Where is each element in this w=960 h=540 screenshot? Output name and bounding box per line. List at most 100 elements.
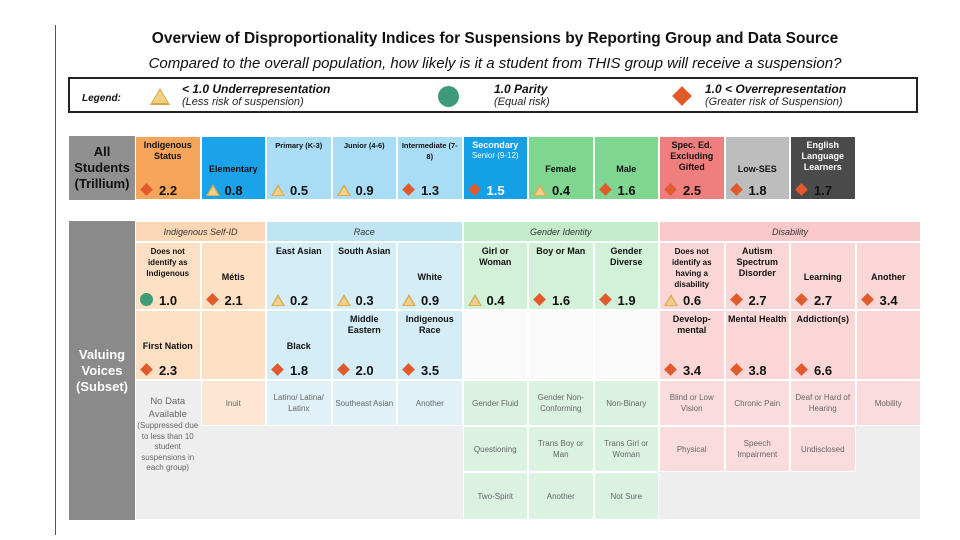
suppressed-label: Another: [415, 398, 444, 408]
cell-value: 1.8: [271, 364, 308, 377]
cell-name-wrap: Girl or Woman: [466, 246, 526, 268]
cell-name-wrap: Female: [531, 164, 591, 175]
diamond-icon: [337, 364, 351, 376]
cell-name: Métis: [221, 271, 245, 282]
value-text: 1.8: [748, 182, 767, 198]
triangle-icon: [205, 184, 220, 196]
cell-name: Intermediate (7-8): [401, 141, 458, 161]
cell-name: Learning: [803, 271, 842, 282]
diamond-icon: [861, 294, 875, 306]
triangle-icon: [533, 184, 547, 196]
empty-cell: [200, 310, 266, 380]
suppressed-label: Undisclosed: [800, 444, 845, 454]
suppressed-label: Deaf or Hard of Hearing: [795, 393, 851, 413]
all-cell-indigenous-status: Indigenous Status 2.2: [135, 136, 201, 200]
cell-value: 0.4: [533, 184, 570, 197]
cell-name: Female: [545, 163, 577, 174]
suppressed-label: Inuit: [225, 398, 241, 408]
suppressed-another: Another: [397, 380, 463, 426]
cell-name-wrap: Does not identify as Indigenous: [138, 246, 198, 279]
cell-value: 1.6: [533, 294, 570, 307]
suppressed-label: Blind or Low Vision: [669, 393, 714, 413]
cell-name-wrap: Low-SES: [728, 164, 788, 175]
cell-name: Junior (4-6): [343, 141, 385, 150]
cell-name: East Asian: [275, 246, 322, 256]
suppressed-gender-non-conforming: Gender Non-Conforming: [528, 380, 594, 426]
suppressed-questioning: Questioning: [462, 426, 528, 472]
vv-cell-girl-or-woman: Girl or Woman 0.4: [462, 242, 528, 310]
cell-name-wrap: Autism Spectrum Disorder: [728, 246, 788, 279]
cell-name: English Language Learners: [801, 140, 844, 172]
legend-box: Legend: < 1.0 Underrepresentation (Less …: [68, 77, 918, 113]
suppressed-non-binary: Non-Binary: [593, 380, 659, 426]
row-label-all-students: All Students (Trillium): [69, 136, 135, 200]
cell-name-wrap: Male: [597, 164, 657, 175]
triangle-icon: [336, 184, 351, 196]
cell-name: Develop-mental: [672, 314, 711, 335]
legend-label: Legend:: [82, 93, 121, 104]
cell-name-wrap: Indigenous Race: [400, 314, 460, 336]
diamond-icon: [664, 184, 678, 196]
suppressed-label: Another: [546, 491, 575, 501]
cell-name-wrap: Gender Diverse: [597, 246, 657, 268]
cell-name: Another: [871, 271, 906, 282]
no-data-label: No Data Available (Suppressed due to less…: [135, 394, 201, 504]
cell-name: Autism Spectrum Disorder: [736, 246, 778, 278]
suppressed-label: Questioning: [473, 444, 517, 454]
suppressed-two-spirit: Two-Spirit: [462, 472, 528, 520]
legend-under: < 1.0 Underrepresentation (Less risk of …: [182, 82, 331, 108]
cell-name: Male: [616, 163, 637, 174]
legend-parity: 1.0 Parity (Equal risk): [494, 82, 550, 108]
cell-name-wrap: Another: [859, 272, 919, 283]
cell-name: Low-SES: [737, 163, 777, 174]
row-label-line: Valuing: [78, 346, 126, 362]
vv-cell-east-asian: East Asian 0.2: [266, 242, 332, 310]
cell-value: 3.4: [664, 364, 701, 377]
cell-value: 2.0: [337, 364, 374, 377]
row-label-valuing-voices: Valuing Voices (Subset): [69, 221, 135, 520]
cell-value: 2.1: [206, 294, 243, 307]
all-cell-male: Male 1.6: [593, 136, 659, 200]
value-text: 0.6: [683, 292, 702, 308]
suppressed-label: Not Sure: [610, 491, 643, 501]
all-cell-junior-4-6: Junior (4-6) 0.9: [331, 136, 397, 200]
value-text: 0.5: [290, 182, 309, 198]
section-header-gender-identity: Gender Identity: [462, 221, 659, 242]
diamond-icon: [271, 364, 285, 376]
empty-cell: [462, 310, 528, 380]
suppressed-another: Another: [528, 472, 594, 520]
diamond-icon: [402, 364, 416, 376]
suppressed-mobility: Mobility: [855, 380, 921, 426]
cell-name: White: [417, 271, 443, 282]
suppressed-deaf-or-hard-of-hearing: Deaf or Hard of Hearing: [790, 380, 856, 426]
cell-name-wrap: Learning: [793, 272, 853, 283]
cell-value: 2.2: [140, 184, 177, 197]
vv-cell-addiction-s: Addiction(s) 6.6: [790, 310, 856, 380]
cell-name-wrap: Addiction(s): [793, 314, 853, 325]
cell-name-wrap: Develop-mental: [662, 314, 722, 336]
cell-value: 0.4: [467, 294, 505, 307]
triangle-icon: [336, 294, 351, 306]
cell-name: Indigenous Race: [405, 314, 454, 335]
vv-cell-boy-or-man: Boy or Man 1.6: [528, 242, 594, 310]
diamond-icon: [795, 184, 809, 196]
diamond-icon: [795, 294, 809, 306]
suppressed-label: Physical: [676, 444, 707, 454]
circle-icon: [140, 293, 154, 306]
all-cell-english-language-learners: English Language Learners 1.7: [790, 136, 856, 200]
value-text: 3.8: [748, 362, 767, 378]
row-label-line: Voices: [81, 362, 123, 378]
value-text: 0.3: [355, 292, 374, 308]
cell-name-wrap: English Language Learners: [793, 140, 853, 173]
cell-name: Does not identify as having a disability: [671, 247, 712, 289]
diamond-icon: [672, 86, 692, 106]
cell-value: 0.9: [402, 294, 439, 307]
vv-cell-does-not-identify-as-having-a-disability: Does not identify as having a disability…: [659, 242, 725, 310]
cell-name-wrap: White: [400, 272, 460, 283]
page-subtitle: Compared to the overall population, how …: [148, 55, 842, 72]
legend-over: 1.0 < Overrepresentation (Greater risk o…: [705, 82, 847, 108]
cell-value: 3.8: [730, 362, 767, 378]
suppressed-label: Mobility: [874, 398, 902, 408]
vv-cell-does-not-identify-as-indigenous: Does not identify as Indigenous 1.0: [135, 242, 201, 310]
vv-cell-white: White 0.9: [397, 242, 463, 310]
